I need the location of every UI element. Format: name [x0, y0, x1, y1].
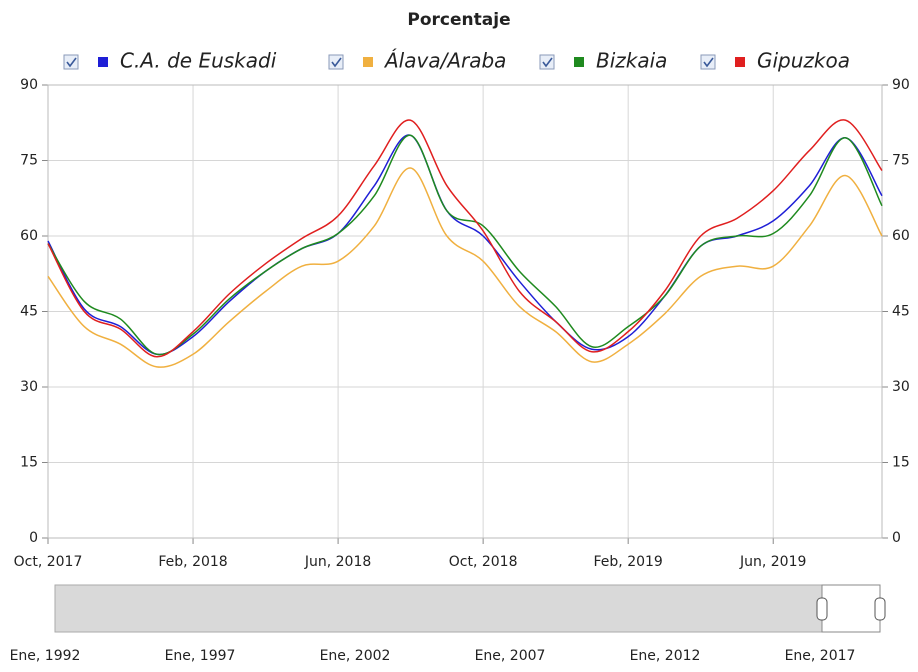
- y-tick-label: 30: [20, 379, 38, 395]
- y-tick-label: 60: [20, 228, 38, 244]
- legend-label[interactable]: C.A. de Euskadi: [120, 49, 277, 73]
- y-tick-label: 45: [20, 304, 38, 320]
- navigator-label: Ene, 1997: [165, 648, 236, 664]
- y2-tick-label: 45: [892, 304, 910, 320]
- x-tick-label: Oct, 2017: [14, 554, 83, 570]
- legend-checkmark[interactable]: [703, 57, 714, 68]
- y2-tick-label: 15: [892, 455, 910, 471]
- legend-checkbox[interactable]: [700, 54, 716, 70]
- legend-swatch: [574, 57, 584, 67]
- x-tick-label: Feb, 2018: [158, 554, 227, 570]
- legend-checkbox[interactable]: [63, 54, 79, 70]
- legend-checkmark[interactable]: [331, 57, 342, 68]
- y2-tick-label: 60: [892, 228, 910, 244]
- chart-subtitle: Porcentaje: [407, 10, 510, 30]
- navigator-label: Ene, 2002: [320, 648, 391, 664]
- y2-tick-label: 0: [892, 530, 901, 546]
- legend-swatch: [363, 57, 373, 67]
- navigator-label: Ene, 2012: [630, 648, 701, 664]
- legend-swatch: [735, 57, 745, 67]
- navigator-track[interactable]: [54, 584, 881, 633]
- legend-label[interactable]: Gipuzkoa: [757, 49, 850, 73]
- legend-label[interactable]: Álava/Araba: [383, 49, 506, 73]
- series-line: [47, 119, 883, 358]
- y2-tick-label: 75: [892, 153, 910, 169]
- series-line: [47, 134, 883, 356]
- navigator-window[interactable]: [821, 584, 881, 633]
- series-line: [47, 167, 883, 368]
- plot-frame: [47, 84, 883, 539]
- navigator-label: Ene, 2017: [785, 648, 856, 664]
- x-tick-label: Jun, 2019: [739, 554, 806, 570]
- y-tick-label: 15: [20, 455, 38, 471]
- x-tick-label: Jun, 2018: [304, 554, 371, 570]
- x-tick-label: Feb, 2019: [594, 554, 663, 570]
- legend-checkbox[interactable]: [328, 54, 344, 70]
- series-line: [47, 134, 883, 356]
- y2-tick-label: 90: [892, 77, 910, 93]
- legend-checkmark[interactable]: [542, 57, 553, 68]
- navigator-handle[interactable]: [874, 597, 886, 621]
- y-tick-label: 75: [20, 153, 38, 169]
- legend-swatch: [98, 57, 108, 67]
- legend-checkbox[interactable]: [539, 54, 555, 70]
- x-tick-label: Oct, 2018: [449, 554, 518, 570]
- navigator-label: Ene, 2007: [475, 648, 546, 664]
- legend-checkmark[interactable]: [66, 57, 77, 68]
- y-tick-label: 90: [20, 77, 38, 93]
- navigator-label: Ene, 1992: [10, 648, 81, 664]
- legend-label[interactable]: Bizkaia: [596, 49, 667, 73]
- y-tick-label: 0: [29, 530, 38, 546]
- y2-tick-label: 30: [892, 379, 910, 395]
- navigator-handle[interactable]: [816, 597, 828, 621]
